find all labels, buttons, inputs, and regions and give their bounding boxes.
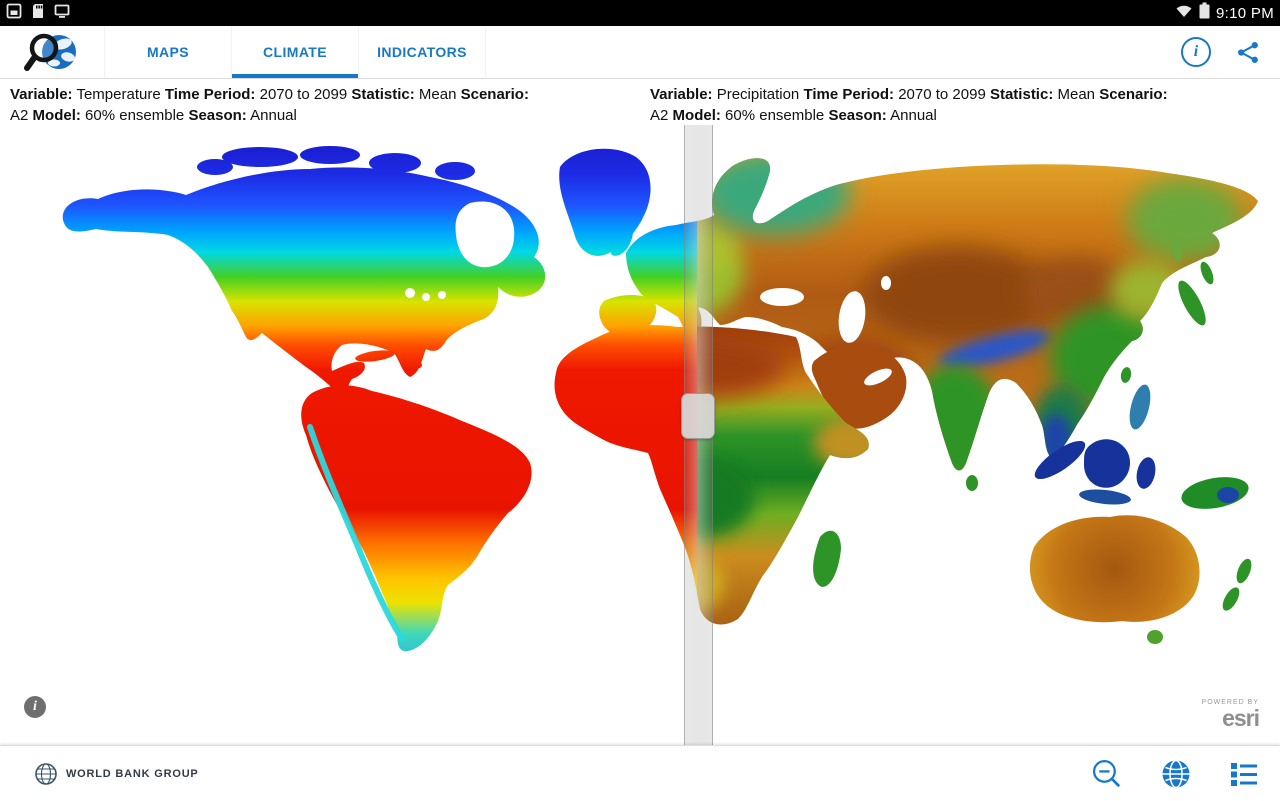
map-info-icon: i (33, 699, 37, 714)
basemap-globe-button[interactable] (1160, 758, 1192, 790)
time-period-value: 2070 to 2099 (898, 86, 986, 103)
globe-icon (1162, 759, 1190, 788)
layer-captions: Variable: Temperature Time Period: 2070 … (0, 79, 1280, 125)
status-bar: 9:10 PM (0, 0, 1280, 26)
time-period-value: 2070 to 2099 (259, 86, 348, 103)
zoom-out-icon (1092, 759, 1120, 787)
legend-list-icon (1231, 762, 1257, 786)
time-period-label: Time Period: (803, 86, 895, 103)
time-period-label: Time Period: (164, 86, 256, 103)
scenario-value: A2 (650, 107, 669, 124)
model-value: 60% ensemble (725, 107, 825, 124)
esri-attribution: POWERED BY esri (1196, 697, 1264, 731)
scenario-value: A2 (10, 107, 29, 124)
map-info-button[interactable]: i (24, 696, 46, 718)
legend-button[interactable] (1230, 761, 1258, 787)
statistic-value: Mean (1057, 86, 1096, 103)
model-value: 60% ensemble (85, 107, 185, 124)
info-button[interactable]: i (1181, 37, 1211, 67)
world-map[interactable] (0, 125, 1280, 745)
model-label: Model: (672, 107, 721, 124)
statistic-label: Statistic: (351, 86, 415, 103)
variable-label: Variable: (10, 86, 73, 103)
app-toolbar: MAPS CLIMATE INDICATORS i (0, 26, 1280, 79)
wifi-icon (1175, 4, 1193, 23)
tab-climate-label: CLIMATE (263, 44, 327, 60)
tab-climate[interactable]: CLIMATE (231, 26, 358, 78)
tab-indicators[interactable]: INDICATORS (358, 26, 486, 78)
world-bank-globe-icon (35, 762, 57, 785)
esri-logo-text: esri (1222, 705, 1260, 731)
swipe-handle[interactable] (681, 393, 715, 439)
battery-icon (1199, 2, 1210, 24)
app-logo[interactable] (0, 26, 104, 78)
variable-value: Precipitation (716, 86, 800, 103)
scenario-label: Scenario: (1099, 86, 1168, 103)
statistic-value: Mean (418, 86, 457, 103)
zoom-out-button[interactable] (1091, 758, 1122, 789)
caption-temperature: Variable: Temperature Time Period: 2070 … (10, 84, 638, 126)
model-label: Model: (32, 107, 81, 124)
share-button[interactable] (1237, 41, 1260, 64)
season-label: Season: (828, 107, 887, 124)
statistic-label: Statistic: (989, 86, 1054, 103)
variable-label: Variable: (650, 86, 713, 103)
tab-bar: MAPS CLIMATE INDICATORS (104, 26, 486, 78)
bottom-bar: WORLD BANK GROUP (0, 745, 1280, 801)
globe-magnifier-icon (24, 33, 76, 71)
season-label: Season: (188, 107, 247, 124)
display-icon (54, 3, 70, 24)
temperature-layer (62, 146, 697, 652)
caption-precipitation: Variable: Precipitation Time Period: 207… (650, 84, 1272, 126)
variable-value: Temperature (76, 86, 161, 103)
world-bank-text: WORLD BANK GROUP (66, 767, 199, 780)
tab-maps[interactable]: MAPS (104, 26, 231, 78)
info-icon: i (1193, 43, 1199, 60)
powered-by-text: POWERED BY (1201, 699, 1259, 706)
map-area[interactable] (0, 125, 1280, 745)
tab-indicators-label: INDICATORS (377, 44, 467, 60)
share-icon (1238, 41, 1258, 63)
tab-maps-label: MAPS (146, 44, 190, 60)
sd-card-icon (30, 3, 46, 24)
scenario-label: Scenario: (460, 86, 529, 103)
screenshot-icon (6, 3, 22, 24)
season-value: Annual (250, 107, 297, 124)
world-bank-logo: WORLD BANK GROUP (0, 762, 199, 786)
status-time: 9:10 PM (1216, 4, 1274, 22)
season-value: Annual (890, 107, 937, 124)
